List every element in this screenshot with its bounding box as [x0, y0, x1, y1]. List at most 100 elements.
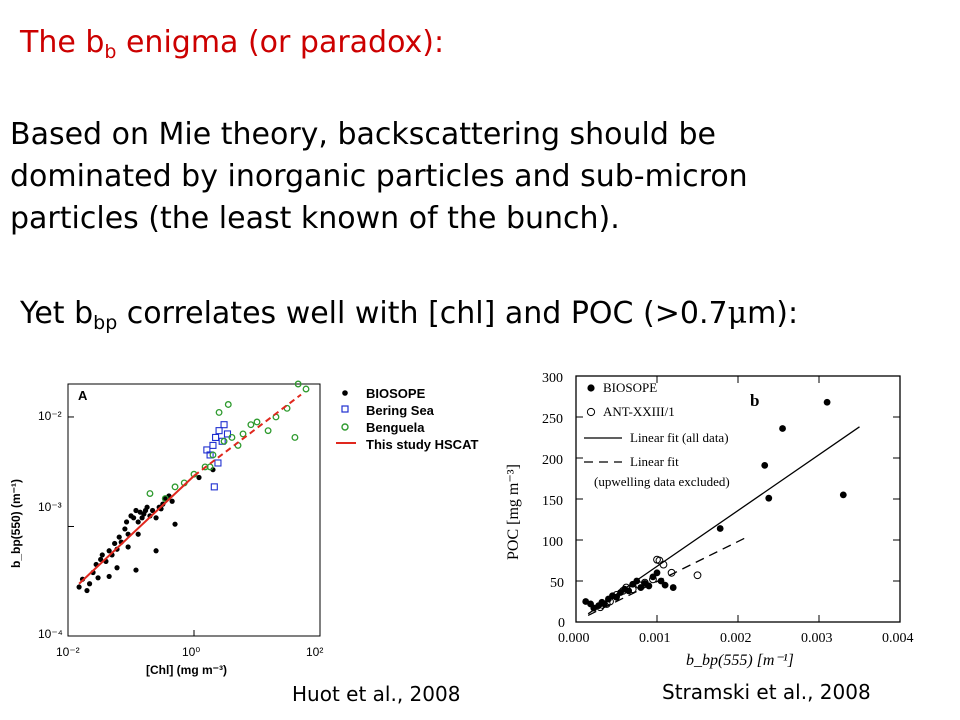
point-biosope: [153, 515, 159, 521]
legend: BIOSOPE ANT-XXIII/1 Linear fit (all data…: [584, 380, 730, 489]
point-benguela: [239, 430, 247, 438]
y-tick-label: 250: [542, 412, 563, 427]
point-biosope: [653, 569, 661, 577]
point-benguela: [161, 495, 169, 502]
body-paragraph: Based on Mie theory, backscattering shou…: [10, 114, 748, 240]
legend-entry: BIOSOPE: [366, 386, 426, 401]
point-ant: [693, 571, 702, 580]
point-biosope: [153, 548, 159, 554]
legend-entry: Benguela: [366, 420, 425, 435]
point-benguela: [264, 427, 272, 435]
y-tick-label: 100: [542, 535, 563, 550]
point-bering-sea: [214, 459, 222, 467]
point-biosope: [716, 525, 724, 532]
legend-marker-bering: [341, 405, 349, 413]
point-biosope: [123, 519, 130, 525]
point-bering-sea: [218, 437, 226, 445]
body-line: Based on Mie theory, backscattering shou…: [10, 117, 716, 152]
point-biosope: [106, 573, 112, 580]
point-biosope: [761, 461, 769, 469]
y-tick-label: 300: [542, 371, 563, 386]
point-biosope: [133, 507, 139, 514]
point-ant: [612, 591, 621, 599]
point-biosope: [661, 581, 669, 589]
point-biosope: [133, 567, 139, 573]
x-axis-label: b_bp(555) [m⁻¹]: [686, 652, 794, 669]
chart-huot: A 10⁻² 10⁻³ 10⁻⁴ 10⁻² 10⁰ 10² [Chl] (mg …: [9, 380, 478, 677]
legend-entry: (upwelling data excluded): [594, 474, 730, 489]
panel-label: A: [78, 388, 88, 403]
point-benguela: [215, 408, 223, 416]
fit-line-excluded: [587, 536, 747, 617]
legend-entry: Linear fit: [630, 454, 679, 469]
y-tick-label: 0: [558, 616, 565, 631]
point-biosope: [162, 495, 168, 502]
y-tick-label: 200: [542, 453, 563, 468]
point-biosope: [600, 600, 608, 608]
point-ant: [640, 578, 649, 587]
x-tick-label: 10²: [306, 645, 323, 659]
point-biosope: [106, 548, 112, 554]
point-bering-sea: [212, 433, 220, 442]
point-benguela: [291, 434, 299, 441]
point-benguela: [302, 385, 310, 393]
point-biosope: [131, 515, 137, 521]
y-axis-label: b_bp(550) (m⁻¹): [9, 479, 23, 568]
slide-title: The bb enigma (or paradox):: [20, 25, 445, 63]
legend-marker-benguela: [341, 423, 349, 431]
point-bering-sea: [220, 421, 228, 429]
point-biosope: [172, 521, 178, 527]
x-tick-label: 0.004: [882, 631, 914, 646]
y-tick-label: 10⁻³: [38, 500, 62, 514]
point-bering-sea: [215, 427, 223, 435]
point-benguela: [171, 483, 179, 491]
x-tick-label: 0.002: [720, 631, 752, 646]
point-biosope: [135, 519, 141, 525]
x-tick-label: 0.000: [558, 631, 590, 646]
point-benguela: [220, 437, 228, 445]
point-biosope: [99, 552, 105, 558]
point-benguela: [146, 490, 154, 497]
point-bering-sea: [209, 441, 217, 449]
y-tick-label: 50: [550, 576, 564, 591]
point-biosope: [84, 587, 90, 594]
fit-line-all: [587, 426, 860, 615]
point-biosope: [122, 526, 128, 532]
point-biosope: [169, 498, 175, 504]
point-benguela: [228, 434, 236, 441]
point-biosope: [114, 565, 120, 571]
x-tick-label: 0.001: [639, 631, 671, 646]
point-biosope: [125, 544, 131, 550]
legend: BIOSOPE Bering Sea Benguela This study H…: [336, 386, 478, 452]
x-tick-label: 10⁻²: [56, 645, 80, 659]
fit-line: [78, 475, 195, 585]
y-tick-label: 150: [542, 494, 563, 509]
body-line: dominated by inorganic particles and sub…: [10, 159, 748, 194]
legend-marker-biosope: [587, 384, 595, 392]
body-line: particles (the least known of the bunch)…: [10, 201, 620, 236]
correlation-statement: Yet bbp correlates well with [chl] and P…: [20, 296, 799, 334]
point-biosope: [86, 581, 93, 587]
point-biosope: [98, 556, 104, 563]
legend-entry: BIOSOPE: [603, 380, 657, 395]
x-tick-label: 0.003: [801, 631, 833, 646]
chart-stramski: b 300 250 200 150 100 50 0 0.000 0.001 0…: [505, 371, 914, 669]
x-tick-label: 10⁰: [182, 645, 200, 659]
legend-entry: Linear fit (all data): [630, 430, 729, 445]
legend-entry: ANT-XXIII/1: [603, 404, 675, 419]
point-biosope: [210, 467, 216, 473]
point-ant: [649, 575, 657, 584]
citation-huot: Huot et al., 2008: [292, 682, 461, 706]
citation-stramski: Stramski et al., 2008: [662, 680, 871, 704]
point-biosope: [112, 540, 118, 547]
point-bering-sea: [223, 430, 232, 438]
panel-label: b: [750, 391, 759, 410]
point-biosope: [135, 531, 141, 537]
point-biosope: [149, 507, 156, 514]
x-axis-label: [Chl] (mg m⁻³): [146, 663, 227, 677]
point-biosope: [625, 587, 633, 595]
point-benguela: [247, 421, 255, 429]
point-biosope: [95, 575, 101, 581]
y-tick-label: 10⁻⁴: [38, 627, 63, 641]
point-benguela: [209, 451, 217, 459]
